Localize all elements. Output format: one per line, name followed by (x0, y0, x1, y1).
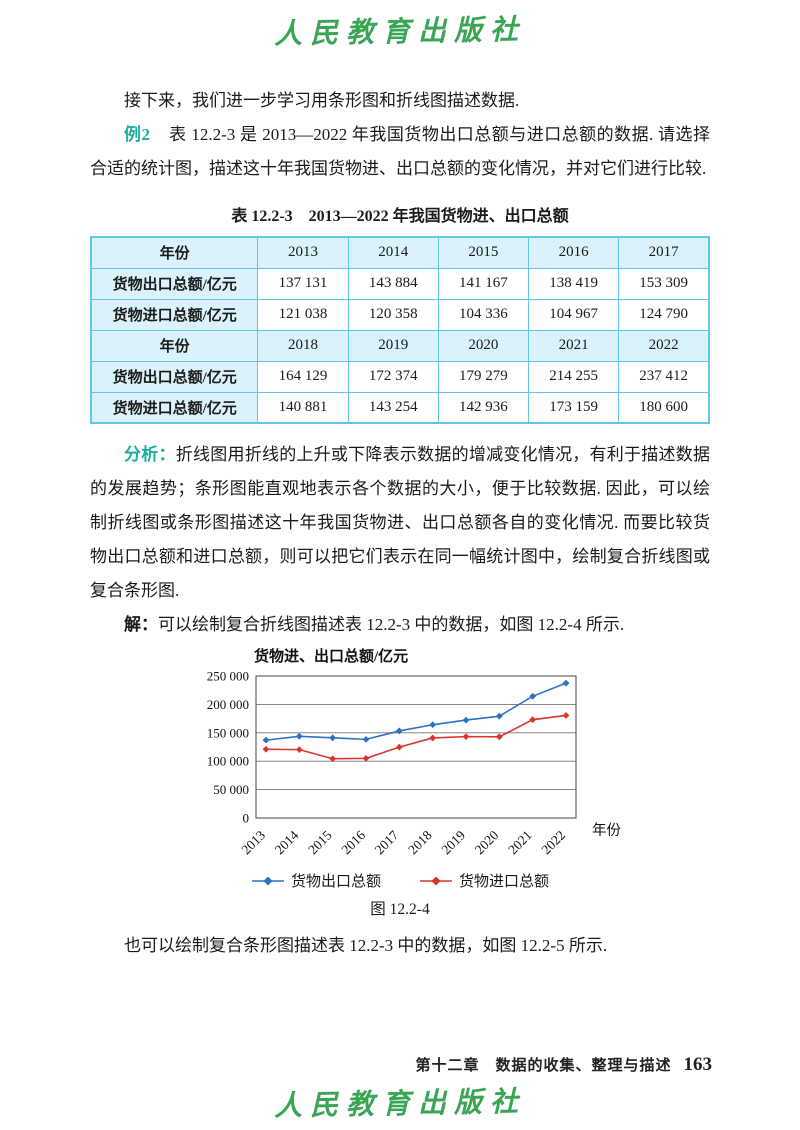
svg-text:2018: 2018 (405, 827, 435, 857)
svg-text:2013: 2013 (238, 827, 268, 857)
table-cell: 179 279 (437, 360, 530, 393)
svg-text:50 000: 50 000 (213, 782, 249, 797)
table-cell: 2019 (347, 329, 439, 362)
table-cell: 164 129 (257, 360, 349, 393)
svg-text:150 000: 150 000 (207, 725, 249, 740)
table-row: 货物进口总额/亿元 121 038 120 358 104 336 104 96… (90, 298, 710, 331)
import-export-table: 年份 2013 2014 2015 2016 2017 货物出口总额/亿元 13… (90, 236, 710, 424)
table-cell: 2014 (347, 236, 439, 269)
table-cell: 140 881 (257, 391, 349, 424)
closing-paragraph: 也可以绘制复合条形图描述表 12.2-3 中的数据，如图 12.2-5 所示. (124, 936, 608, 955)
table-cell: 121 038 (257, 298, 349, 331)
table-row: 货物出口总额/亿元 137 131 143 884 141 167 138 41… (90, 267, 710, 300)
chapter-title: 第十二章 数据的收集、整理与描述 (415, 1058, 672, 1074)
table-cell: 2021 (528, 329, 620, 362)
example-paragraph: 例2 表 12.2-3 是 2013—2022 年我国货物出口总额与进口总额的数据… (90, 118, 710, 186)
legend-label-export: 货物出口总额 (290, 874, 381, 890)
svg-text:250 000: 250 000 (207, 669, 249, 684)
table-cell: 120 358 (347, 298, 439, 331)
svg-text:100 000: 100 000 (207, 754, 249, 769)
table-cell: 173 159 (528, 391, 620, 424)
table-cell: 年份 (90, 329, 259, 362)
table-cell: 货物进口总额/亿元 (90, 391, 259, 424)
legend-item-import: 货物进口总额 (419, 870, 549, 891)
legend-marker-export-icon (251, 876, 284, 885)
svg-text:2019: 2019 (438, 827, 468, 857)
table-cell: 153 309 (618, 267, 710, 300)
svg-text:200 000: 200 000 (207, 697, 249, 712)
svg-text:2021: 2021 (505, 828, 535, 858)
analysis-paragraph: 分析：折线图用折线的上升或下降表示数据的增减变化情况，有利于描述数据的发展趋势；… (90, 438, 710, 608)
svg-text:货物进、出口总额/亿元: 货物进、出口总额/亿元 (254, 647, 408, 665)
table-cell: 104 336 (437, 298, 530, 331)
table-cell: 142 936 (437, 391, 530, 424)
svg-text:年份: 年份 (592, 822, 621, 839)
publisher-logo-top: 人民教育出版社 (273, 12, 527, 51)
figure-caption: 图 12.2-4 (370, 901, 430, 918)
table-row: 货物出口总额/亿元 164 129 172 374 179 279 214 25… (90, 360, 710, 393)
table-cell: 237 412 (618, 360, 710, 393)
table-cell: 104 967 (528, 298, 620, 331)
line-chart: 货物进、出口总额/亿元 0 50 000 100 000 150 000 200 000 2… (207, 647, 622, 858)
svg-text:2020: 2020 (472, 827, 502, 857)
table-cell: 2022 (618, 329, 710, 362)
svg-text:2022: 2022 (538, 828, 568, 858)
svg-text:2014: 2014 (272, 827, 302, 857)
analysis-label: 分析： (124, 445, 176, 464)
legend-marker-import-icon (420, 876, 452, 885)
example-label: 例2 (124, 125, 150, 144)
table-cell: 2020 (437, 329, 530, 362)
page-number: 163 (683, 1054, 713, 1075)
svg-text:2016: 2016 (338, 827, 368, 857)
example-text: 表 12.2-3 是 2013—2022 年我国货物出口总额与进口总额的数据. … (90, 125, 710, 178)
table-cell: 172 374 (347, 360, 439, 393)
table-cell: 2018 (257, 329, 349, 362)
svg-text:0: 0 (243, 811, 250, 826)
solution-label: 解： (124, 615, 158, 634)
table-cell: 138 419 (528, 267, 620, 300)
chart-legend: 货物出口总额 货物进口总额 (160, 870, 640, 891)
line-chart-figure: 货物进、出口总额/亿元 0 50 000 100 000 150 000 200 000 2… (160, 646, 640, 919)
table-cell: 2017 (618, 236, 710, 269)
solution-text: 可以绘制复合折线图描述表 12.2-3 中的数据，如图 12.2-4 所示. (158, 615, 625, 634)
svg-text:2017: 2017 (372, 827, 402, 857)
table-cell: 2013 (257, 236, 349, 269)
table-cell: 180 600 (618, 391, 710, 424)
table-cell: 2015 (437, 236, 530, 269)
legend-label-import: 货物进口总额 (459, 874, 550, 890)
table-row: 年份 2013 2014 2015 2016 2017 (90, 236, 710, 269)
analysis-text: 折线图用折线的上升或下降表示数据的增减变化情况，有利于描述数据的发展趋势；条形图… (90, 445, 711, 600)
table-cell: 124 790 (618, 298, 710, 331)
table-cell: 年份 (90, 236, 259, 269)
table-cell: 货物出口总额/亿元 (90, 360, 259, 393)
table-cell: 137 131 (257, 267, 349, 300)
svg-text:2015: 2015 (305, 827, 335, 857)
table-cell: 214 255 (528, 360, 620, 393)
legend-item-export: 货物出口总额 (251, 870, 381, 891)
publisher-logo-bottom: 人民教育出版社 (273, 1084, 527, 1123)
table-cell: 141 167 (437, 267, 530, 300)
table-cell: 2016 (528, 236, 620, 269)
page-footer: 第十二章 数据的收集、整理与描述 163 (415, 1054, 712, 1076)
table-cell: 货物进口总额/亿元 (90, 298, 259, 331)
table-cell: 143 254 (347, 391, 439, 424)
table-cell: 货物出口总额/亿元 (90, 267, 259, 300)
table-row: 货物进口总额/亿元 140 881 143 254 142 936 173 15… (90, 391, 710, 424)
table-cell: 143 884 (347, 267, 439, 300)
intro-paragraph: 接下来，我们进一步学习用条形图和折线图描述数据. (124, 91, 520, 110)
table-title: 表 12.2-3 2013—2022 年我国货物进、出口总额 (231, 208, 569, 225)
solution-paragraph: 解：可以绘制复合折线图描述表 12.2-3 中的数据，如图 12.2-4 所示. (90, 608, 710, 642)
table-row: 年份 2018 2019 2020 2021 2022 (90, 329, 710, 362)
